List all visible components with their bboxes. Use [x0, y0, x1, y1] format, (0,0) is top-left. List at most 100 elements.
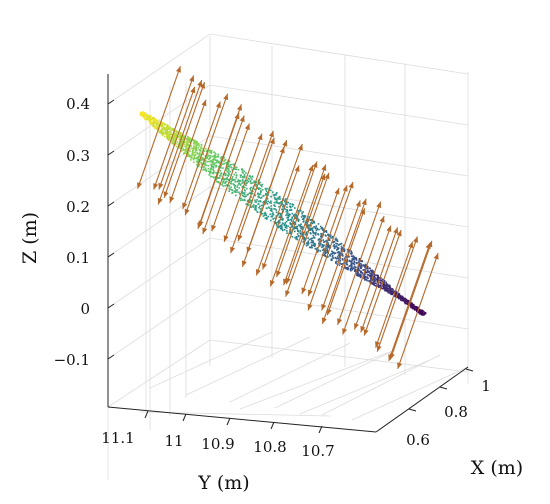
data-point [282, 206, 284, 208]
data-point [246, 187, 248, 190]
data-point [243, 198, 246, 201]
data-point [324, 249, 327, 252]
y-tick-mark [318, 425, 323, 434]
data-point [356, 272, 359, 275]
data-point [206, 155, 209, 158]
data-point [376, 274, 378, 277]
data-point [342, 244, 345, 247]
data-point [266, 187, 268, 190]
data-point [162, 125, 164, 128]
data-point [235, 171, 237, 174]
data-point [423, 311, 425, 313]
arrow-head [307, 289, 313, 297]
data-point [360, 271, 362, 273]
data-point [374, 285, 377, 287]
data-point [381, 278, 384, 281]
data-point [281, 229, 284, 232]
data-point [387, 291, 389, 294]
data-point [364, 266, 366, 269]
data-point [336, 238, 338, 241]
data-point [204, 159, 207, 162]
data-point [317, 233, 319, 235]
data-point [226, 162, 228, 165]
data-point [283, 223, 286, 226]
data-point [310, 241, 312, 244]
data-point [361, 260, 363, 263]
data-point [301, 235, 303, 237]
data-point [203, 159, 205, 161]
data-point [301, 214, 304, 217]
data-point [245, 172, 247, 174]
data-point [191, 156, 193, 159]
data-point [420, 313, 423, 316]
normal-arrow [198, 112, 240, 228]
data-point [250, 176, 252, 179]
data-point [210, 160, 213, 163]
data-point [213, 176, 215, 179]
arrow-head [211, 224, 217, 232]
data-point [158, 130, 161, 133]
data-point [179, 144, 181, 146]
data-point [325, 231, 328, 233]
data-point [160, 124, 163, 127]
data-point [235, 189, 238, 191]
floor-gridline [274, 349, 396, 409]
data-point [235, 175, 238, 177]
data-point [190, 145, 193, 147]
data-point [385, 288, 388, 290]
data-point [171, 142, 173, 145]
data-point [288, 213, 290, 215]
data-point [227, 167, 230, 170]
data-point [354, 270, 356, 272]
data-point [210, 151, 213, 153]
data-point [300, 216, 303, 218]
data-point [295, 238, 297, 240]
data-point [210, 159, 213, 162]
data-point [186, 153, 189, 155]
data-point [385, 281, 387, 284]
data-point [364, 264, 367, 266]
data-point [359, 274, 362, 277]
data-point [290, 220, 293, 222]
data-point [244, 186, 246, 189]
data-point [291, 225, 294, 227]
data-point [326, 246, 328, 248]
data-point [231, 169, 234, 171]
data-point [311, 237, 313, 239]
data-point [370, 273, 372, 276]
data-point [238, 193, 241, 195]
data-point [299, 225, 301, 228]
data-point [167, 138, 169, 140]
data-point [172, 144, 175, 146]
data-point [239, 199, 242, 202]
data-point [155, 120, 157, 123]
data-point [312, 240, 314, 242]
normal-arrow [255, 143, 303, 276]
data-point [270, 195, 272, 198]
data-point [336, 249, 338, 251]
data-point [173, 142, 175, 145]
data-point [416, 309, 418, 312]
data-point [355, 259, 358, 261]
data-point [318, 228, 320, 231]
data-point [416, 308, 418, 310]
data-point [370, 275, 372, 277]
data-point [202, 153, 204, 155]
data-point [289, 231, 292, 233]
data-point [398, 296, 401, 299]
floor-gridline [185, 336, 311, 396]
data-point [196, 141, 199, 144]
data-point [351, 268, 354, 271]
data-point [404, 302, 407, 305]
z-tick-label: −0.1 [54, 351, 90, 369]
arrow-head [234, 112, 240, 120]
data-point [418, 310, 421, 312]
data-point [209, 170, 211, 173]
data-point [401, 297, 404, 299]
data-point [351, 259, 353, 262]
data-point [315, 225, 318, 227]
data-point [264, 217, 267, 220]
data-point [311, 222, 314, 225]
data-point [415, 308, 417, 311]
normal-arrow [307, 181, 354, 311]
